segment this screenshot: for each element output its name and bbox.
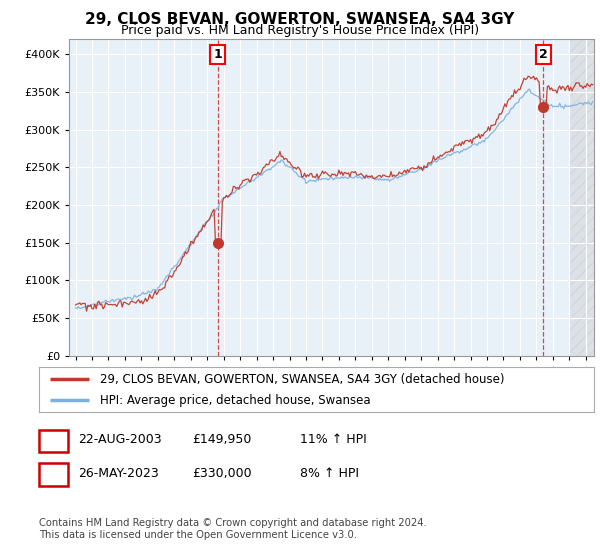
Text: 8% ↑ HPI: 8% ↑ HPI — [300, 466, 359, 480]
Text: Price paid vs. HM Land Registry's House Price Index (HPI): Price paid vs. HM Land Registry's House … — [121, 24, 479, 37]
Text: 11% ↑ HPI: 11% ↑ HPI — [300, 433, 367, 446]
Text: 2: 2 — [539, 48, 547, 61]
Text: 2: 2 — [49, 466, 58, 480]
Text: £149,950: £149,950 — [192, 433, 251, 446]
Text: £330,000: £330,000 — [192, 466, 251, 480]
Text: 1: 1 — [49, 433, 58, 446]
Bar — [569, 39, 600, 356]
Text: 1: 1 — [214, 48, 222, 61]
Text: 29, CLOS BEVAN, GOWERTON, SWANSEA, SA4 3GY: 29, CLOS BEVAN, GOWERTON, SWANSEA, SA4 3… — [85, 12, 515, 27]
Text: 22-AUG-2003: 22-AUG-2003 — [78, 433, 161, 446]
Text: 26-MAY-2023: 26-MAY-2023 — [78, 466, 159, 480]
Text: 29, CLOS BEVAN, GOWERTON, SWANSEA, SA4 3GY (detached house): 29, CLOS BEVAN, GOWERTON, SWANSEA, SA4 3… — [100, 373, 505, 386]
Text: HPI: Average price, detached house, Swansea: HPI: Average price, detached house, Swan… — [100, 394, 371, 407]
Text: Contains HM Land Registry data © Crown copyright and database right 2024.
This d: Contains HM Land Registry data © Crown c… — [39, 518, 427, 540]
